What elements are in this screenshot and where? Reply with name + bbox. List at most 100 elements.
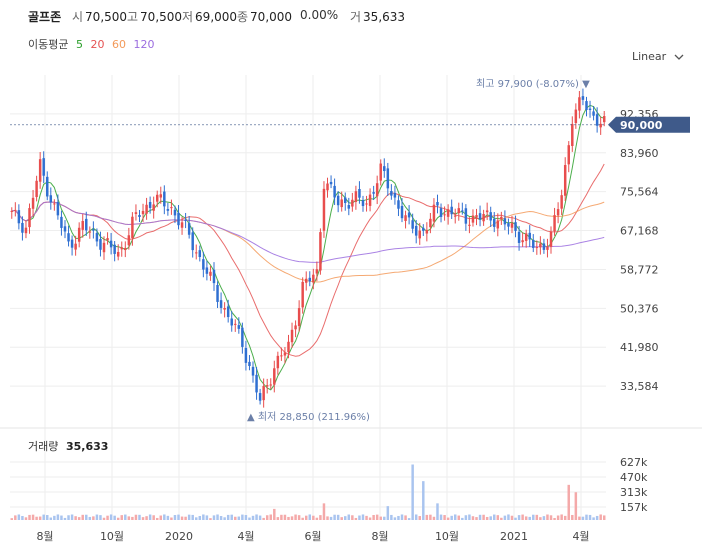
volume-bar [46, 515, 49, 520]
high-price: 고 70,500 [127, 10, 183, 24]
candle-body [92, 229, 95, 231]
volume-bar [383, 516, 386, 520]
candle-body [471, 215, 475, 223]
volume-bar [21, 516, 24, 520]
candle-body [517, 231, 521, 243]
volume-bar [418, 516, 421, 520]
volume-bar [532, 514, 535, 520]
candle-body [85, 218, 88, 231]
volume-bar [28, 514, 31, 520]
candle-body [70, 239, 74, 248]
volume-bar [92, 516, 95, 520]
volume-bar [581, 516, 585, 520]
volume-bar [503, 515, 507, 520]
candle-body [539, 243, 542, 248]
candle-body [17, 210, 21, 224]
volume-bar [155, 517, 159, 520]
volume-bars [10, 464, 606, 520]
candle-body [347, 205, 351, 209]
candle-body [361, 200, 365, 207]
volume-bar [315, 517, 319, 520]
volume-bar [38, 516, 42, 520]
volume-tick-label: 157k [620, 501, 648, 514]
candle-body [195, 252, 198, 254]
volume-bar [166, 515, 170, 520]
candle-body [145, 204, 148, 214]
candle-body [336, 195, 340, 206]
candle-body [56, 201, 60, 216]
grid [0, 75, 702, 520]
volume-bar [546, 514, 549, 520]
volume-bar [88, 516, 92, 520]
volume-bar [308, 514, 312, 520]
candle-body [262, 386, 265, 401]
volume-bar [226, 514, 230, 520]
volume-bar [407, 518, 411, 520]
volume-bar [578, 516, 581, 520]
volume-bar [425, 514, 429, 520]
candle-body [556, 209, 560, 216]
candle-body [496, 220, 500, 229]
volume-bar [489, 516, 492, 520]
candle-body [443, 214, 446, 216]
volume-bar [422, 481, 425, 520]
candle-body [60, 216, 63, 228]
ma-legend-label: 이동평균 [28, 38, 69, 51]
candle-body [397, 200, 400, 209]
candle-body [255, 374, 258, 393]
volume-bar [478, 514, 482, 520]
volume-bar [241, 514, 244, 520]
candle-body [120, 247, 123, 250]
volume-bar [251, 515, 255, 520]
candle-body [312, 274, 315, 283]
volume-bar [280, 514, 283, 520]
candle-body [414, 225, 418, 236]
volume-bar [429, 514, 432, 520]
volume-bar [411, 464, 414, 520]
candle-body [429, 218, 432, 228]
candle-body [450, 206, 453, 215]
volume-bar [184, 516, 187, 520]
candle-body [88, 231, 92, 233]
volume-bar [152, 515, 155, 520]
candle-body [148, 202, 152, 208]
x-tick-label: 10월 [435, 530, 459, 543]
scale-select[interactable]: Linear [632, 50, 684, 63]
ma-60-label: 60 [111, 38, 126, 51]
candle-body [333, 185, 336, 198]
volume-bar [14, 515, 17, 520]
volume-bar [397, 515, 400, 520]
candle-body [155, 194, 159, 202]
candle-body [46, 176, 49, 197]
candle-body [602, 116, 606, 123]
volume-bar [379, 516, 382, 520]
candle-body [386, 168, 390, 189]
volume-bar [56, 514, 60, 520]
volume-bar [510, 515, 514, 520]
volume-bar [258, 515, 262, 520]
candle-body [124, 247, 127, 251]
candle-body [173, 209, 177, 216]
candle-body [177, 212, 180, 226]
volume-bar [223, 517, 226, 520]
volume-bar [297, 515, 301, 520]
candle-body [578, 97, 581, 111]
volume-bar [74, 516, 77, 520]
candle-body [599, 123, 602, 128]
ma-20-line [11, 163, 605, 357]
volume-bar [393, 517, 397, 520]
ma-120-line [11, 201, 605, 263]
volume-bar [219, 516, 223, 520]
candle-body [269, 384, 272, 386]
candle-body [234, 323, 237, 325]
volume-bar [602, 515, 606, 520]
candle-body [198, 250, 202, 257]
volume-bar [482, 514, 485, 520]
volume-bar [180, 516, 184, 520]
candle-body [24, 227, 28, 234]
volume-bar [585, 514, 588, 520]
candle-body [53, 203, 56, 205]
volume-bar [312, 515, 315, 520]
candle-body [102, 242, 106, 253]
